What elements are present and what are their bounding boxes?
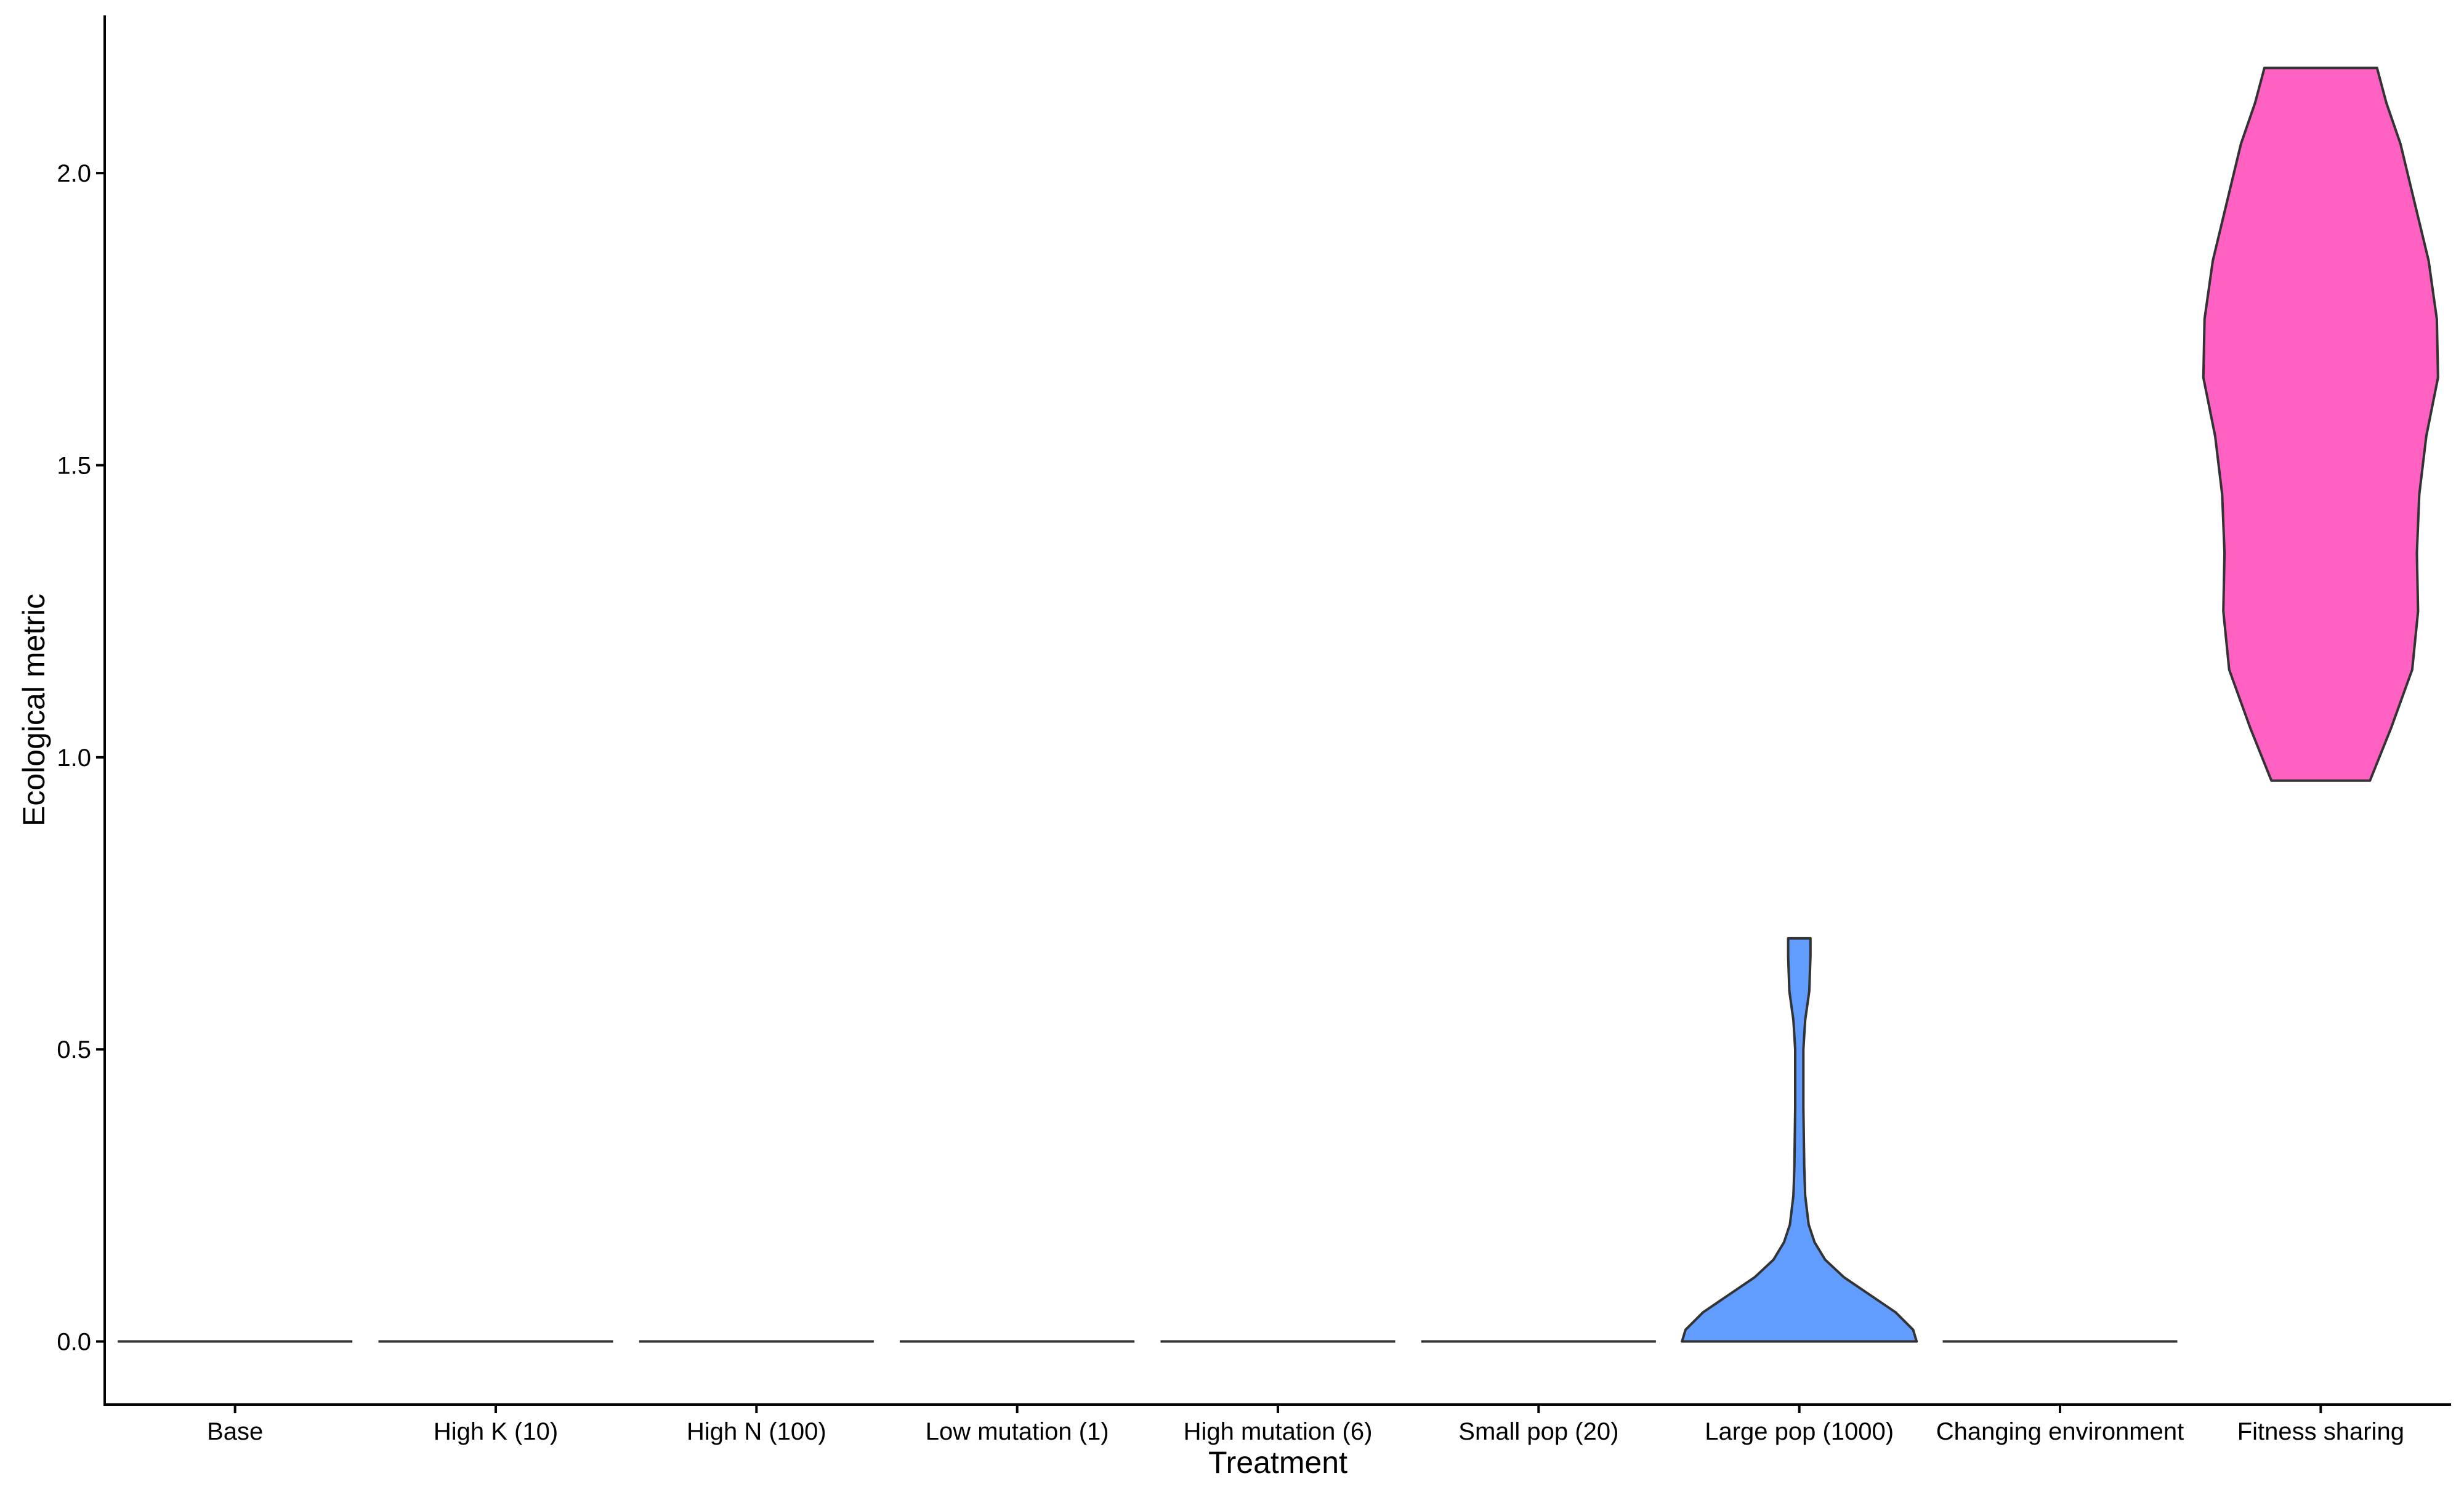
y-axis-ticks: 0.0 0.5 1.0 1.5 2.0	[57, 160, 105, 1356]
x-tick-label: Fitness sharing	[2237, 1418, 2404, 1445]
y-tick-label: 0.0	[57, 1329, 91, 1356]
x-axis-title: Treatment	[1208, 1445, 1347, 1480]
x-axis-ticks: Base High K (10) High N (100) Low mutation …	[207, 1405, 2404, 1445]
x-tick-label: Changing environment	[1936, 1418, 2184, 1445]
x-tick-label: High N (100)	[687, 1418, 826, 1445]
x-tick-label: High mutation (6)	[1184, 1418, 1373, 1445]
violin-layer	[118, 67, 2439, 1343]
y-tick-label: 1.5	[57, 452, 91, 479]
x-tick-label: Large pop (1000)	[1705, 1418, 1894, 1445]
violin	[1681, 937, 1918, 1343]
violin	[2202, 67, 2439, 782]
y-axis-title: Ecological metric	[17, 594, 51, 826]
x-tick-label: High K (10)	[434, 1418, 558, 1445]
x-tick-label: Small pop (20)	[1458, 1418, 1618, 1445]
y-tick-label: 2.0	[57, 160, 91, 187]
y-tick-label: 0.5	[57, 1036, 91, 1063]
x-tick-label: Low mutation (1)	[926, 1418, 1109, 1445]
x-tick-label: Base	[207, 1418, 263, 1445]
y-tick-label: 1.0	[57, 744, 91, 772]
